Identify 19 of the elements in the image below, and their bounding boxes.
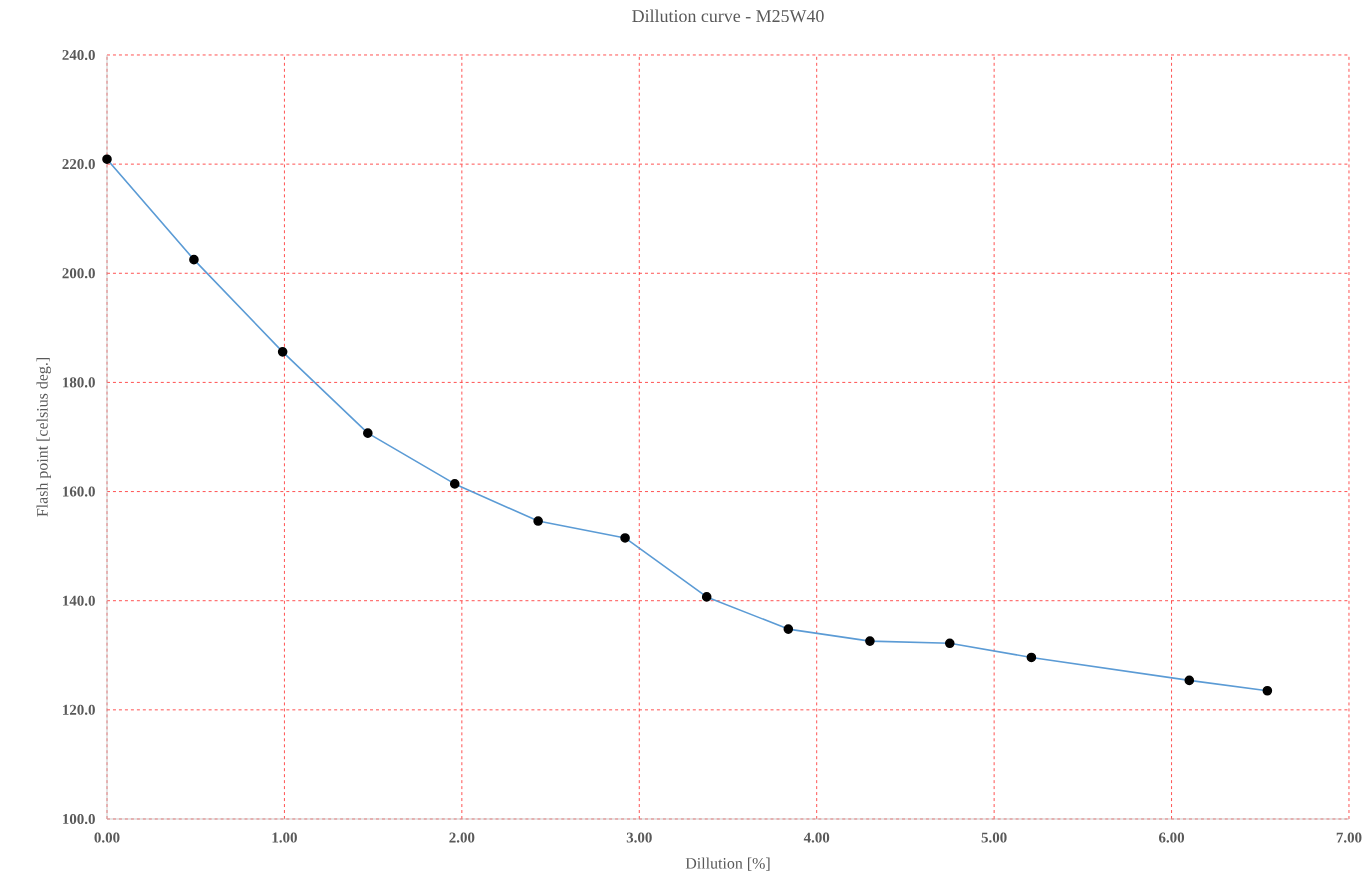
- chart-title: Dillution curve - M25W40: [632, 9, 824, 23]
- x-tick-label: 7.00: [1336, 832, 1362, 843]
- y-tick-label: 160.0: [63, 486, 95, 497]
- x-axis-title: Dillution [%]: [685, 857, 770, 871]
- y-tick-label: 220.0: [62, 159, 95, 170]
- y-tick-label: 120.0: [63, 704, 95, 715]
- x-tick-label: 6.00: [1158, 832, 1185, 843]
- y-tick-label: 240.0: [62, 49, 95, 61]
- y-axis-title: Flash point [celsius deg.]: [36, 358, 52, 517]
- x-tick-label: 2.00: [449, 832, 475, 843]
- x-tick-label: 3.00: [626, 832, 652, 843]
- x-tick-label: 1.00: [272, 832, 297, 843]
- x-tick-label: 5.00: [981, 832, 1007, 843]
- y-tick-label: 100.0: [63, 813, 95, 825]
- y-tick-label: 140.0: [63, 595, 95, 606]
- y-tick-label: 180.0: [63, 377, 95, 388]
- x-tick-label: 0.00: [94, 832, 120, 843]
- x-tick-label: 4.00: [803, 832, 830, 843]
- y-tick-label: 200.0: [62, 268, 95, 279]
